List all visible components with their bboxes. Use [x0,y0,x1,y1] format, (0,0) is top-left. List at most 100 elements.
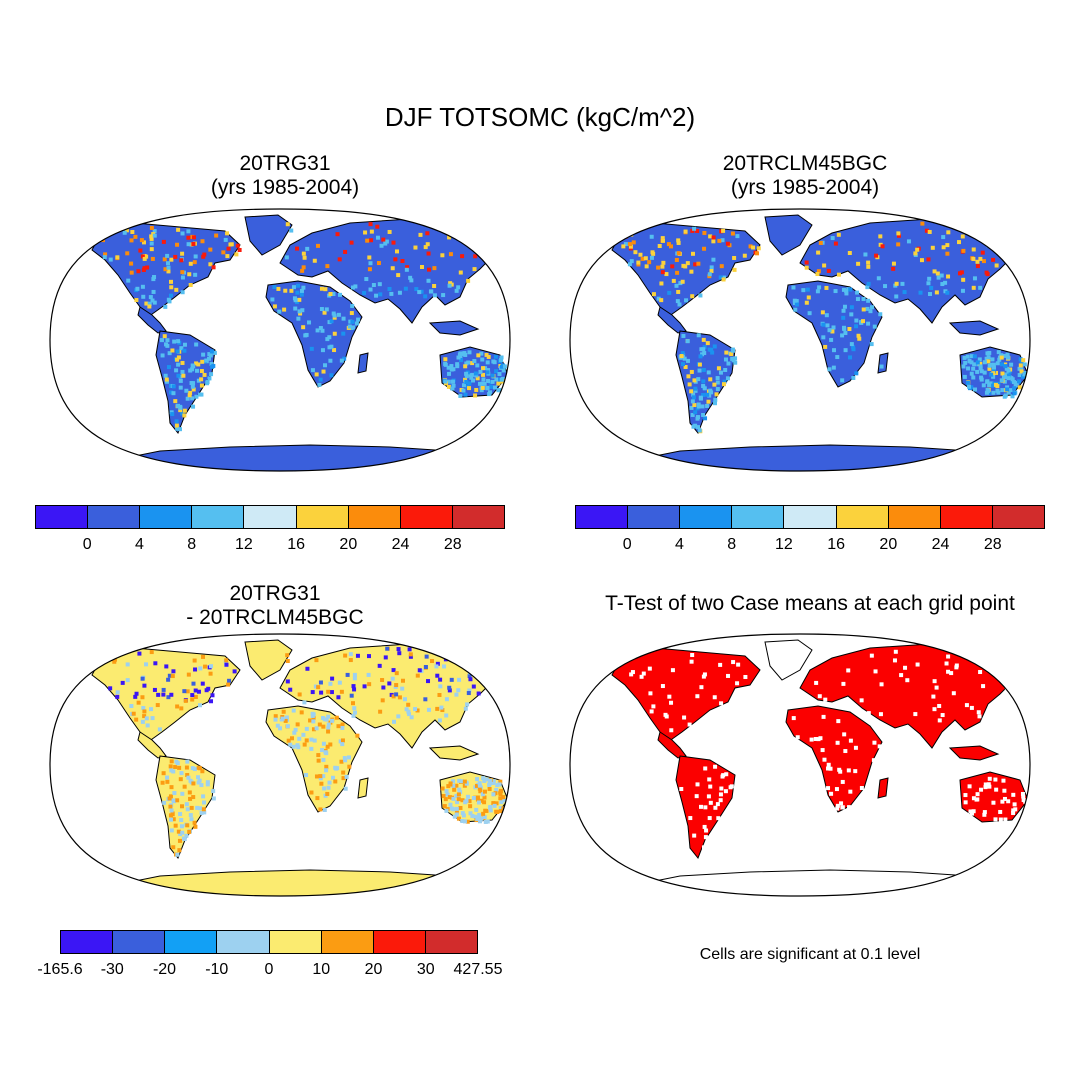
map-bottom-left [49,633,525,897]
land-speckle [100,222,507,432]
map-border [569,633,1031,897]
land-madagascar [877,352,889,374]
panel-title-top-left: 20TRG31 (yrs 1985-2004) [130,152,440,200]
colorbar-tick-label: 0 [622,536,632,553]
panel-title-line1: 20TRG31 [239,152,331,175]
colorbar-tick-label: 24 [391,536,410,553]
land-southamerica [155,330,216,434]
map-border [49,208,511,472]
panel-title-bottom-left: 20TRG31 - 20TRCLM45BGC [120,582,430,630]
colorbar-swatch [940,506,993,528]
colorbar-tick-label: 8 [187,536,197,553]
colorbar-swatch [244,506,297,528]
panel-title-line1: T-Test of two Case means at each grid po… [605,592,1015,615]
colorbar-labels-bottom-left: -165.6 -30 -20 -10 0 10 20 30 427.55 [37,961,502,981]
colorbar-swatch [888,506,941,528]
land-nz [514,810,525,834]
map-top-left [49,208,525,472]
colorbar-swatch [425,931,477,953]
colorbar-top-left [35,505,505,529]
significance-note: Cells are significant at 0.1 level [699,946,921,963]
colorbar-top-right [575,505,1045,529]
colorbar-tick-label: 30 [416,961,435,978]
land-speckle [621,221,1030,434]
colorbar-swatch [400,506,453,528]
colorbar-tick-label: -10 [205,961,229,978]
land-greenland [244,214,293,256]
colorbar-tick-label: 28 [983,536,1002,553]
colorbar-swatch [992,506,1044,528]
land-indonesia [428,320,480,336]
colorbar-tick-label: 24 [931,536,950,553]
panel-title-line1: 20TRCLM45BGC [722,152,888,175]
colorbar-swatch [452,506,504,528]
map-border [49,633,511,897]
colorbar-swatch [836,506,889,528]
colorbar-tick-label: 4 [134,536,144,553]
land-nz [1034,810,1045,834]
panel-title-top-right: 20TRCLM45BGC (yrs 1985-2004) [650,152,960,200]
colorbar-swatch [576,506,629,528]
colorbar-labels-top-right: 0 4 8 12 16 20 24 28 [575,536,1045,556]
colorbar-labels-top-left: 0 4 8 12 16 20 24 28 [35,536,505,556]
colorbar-tick-label: 8 [727,536,737,553]
colorbar-swatch [732,506,785,528]
colorbar-tick-label: 4 [674,536,684,553]
panel-title-bottom-right: T-Test of two Case means at each grid po… [540,592,1080,616]
colorbar-swatch [296,506,349,528]
land-madagascar [357,352,369,374]
land-madagascar [877,777,889,799]
panel-title-line2: - 20TRCLM45BGC [186,606,364,629]
colorbar-bottom-left [60,930,478,954]
land-northamerica [611,222,761,318]
colorbar-tick-label: 427.55 [453,961,503,978]
colorbar-tick-label: 20 [364,961,383,978]
colorbar-tick-label: -165.6 [37,961,83,978]
land-greenland [244,639,293,681]
land-australia [959,771,1029,823]
colorbar-tick-label: -30 [100,961,124,978]
colorbar-swatch [321,931,374,953]
map-border [569,208,1031,472]
panel-title-line1: 20TRG31 [229,582,321,605]
land-indonesia [428,745,480,761]
colorbar-tick-label: 0 [264,961,274,978]
land-northamerica [611,647,761,743]
colorbar-tick-label: 12 [234,536,253,553]
map-top-right [569,208,1045,472]
colorbar-tick-label: 12 [774,536,793,553]
land-greenland [764,214,813,256]
land-speckle [100,646,510,857]
colorbar-swatch [113,931,166,953]
land-nz [1034,385,1045,409]
colorbar-swatch [628,506,681,528]
colorbar-tick-label: 20 [879,536,898,553]
colorbar-tick-label: 16 [827,536,846,553]
land-greenland [764,639,813,681]
colorbar-swatch [192,506,245,528]
colorbar-swatch [36,506,89,528]
colorbar-swatch [140,506,193,528]
land-madagascar [357,777,369,799]
panel-title-line2: (yrs 1985-2004) [210,176,360,199]
colorbar-swatch [373,931,426,953]
land-nz [514,385,525,409]
main-title: DJF TOTSOMC (kgC/m^2) [384,102,696,132]
panel-title-line2: (yrs 1985-2004) [730,176,880,199]
colorbar-swatch [61,931,114,953]
colorbar-tick-label: 28 [443,536,462,553]
map-bottom-right [569,633,1045,897]
colorbar-tick-label: 16 [287,536,306,553]
colorbar-tick-label: 20 [339,536,358,553]
colorbar-swatch [88,506,141,528]
land-africa [265,280,363,388]
land-indonesia [948,745,1000,761]
colorbar-swatch [784,506,837,528]
colorbar-tick-label: 0 [82,536,92,553]
colorbar-swatch [269,931,322,953]
colorbar-tick-label: -20 [152,961,177,978]
colorbar-swatch [680,506,733,528]
colorbar-tick-label: 10 [312,961,331,978]
land-indonesia [948,320,1000,336]
colorbar-swatch [165,931,218,953]
